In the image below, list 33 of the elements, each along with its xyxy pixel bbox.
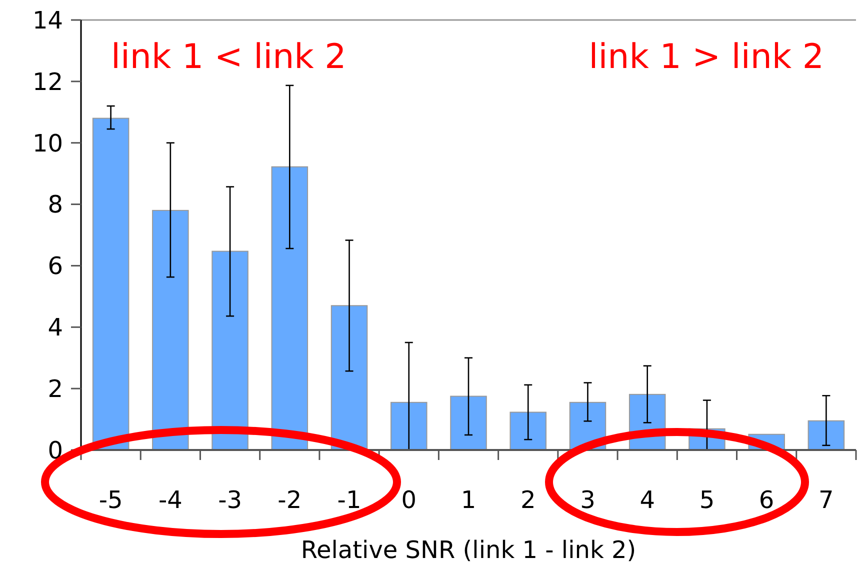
x-tick-label: -2 [278, 486, 302, 514]
bar [271, 166, 308, 450]
y-tick-label: 12 [32, 68, 63, 96]
bar [92, 118, 130, 450]
bar [390, 402, 428, 450]
x-tick-label: -3 [218, 486, 242, 514]
bar [330, 305, 368, 450]
y-tick-label: 6 [48, 252, 63, 280]
y-tick-label: 10 [32, 129, 63, 158]
x-tick-label: 0 [401, 486, 417, 514]
y-tick-label: 0 [48, 436, 63, 464]
bar [510, 412, 546, 450]
x-tick-label: 5 [699, 486, 715, 514]
x-tick-label: -4 [158, 486, 182, 514]
y-tick-label: 4 [48, 314, 63, 342]
bar [152, 210, 189, 450]
x-tick-label: 7 [818, 486, 834, 514]
x-tick-label: 4 [640, 486, 655, 514]
x-tick-label: 1 [460, 486, 476, 514]
x-tick-label: 3 [580, 486, 596, 514]
x-axis-title: Relative SNR (link 1 - link 2) [300, 536, 636, 564]
bar [212, 250, 248, 450]
y-tick-label: 14 [32, 6, 63, 34]
bar [450, 396, 487, 450]
bar [808, 420, 845, 450]
x-tick-label: -5 [98, 486, 123, 514]
y-tick-label: 8 [48, 190, 63, 219]
annotation: link 1 > link 2 [588, 37, 824, 77]
annotation: link 1 < link 2 [111, 37, 346, 77]
x-tick-label: 6 [758, 486, 774, 514]
y-tick-label: 2 [48, 374, 63, 403]
x-tick-label: -1 [337, 486, 362, 514]
x-tick-label: 2 [520, 486, 536, 514]
